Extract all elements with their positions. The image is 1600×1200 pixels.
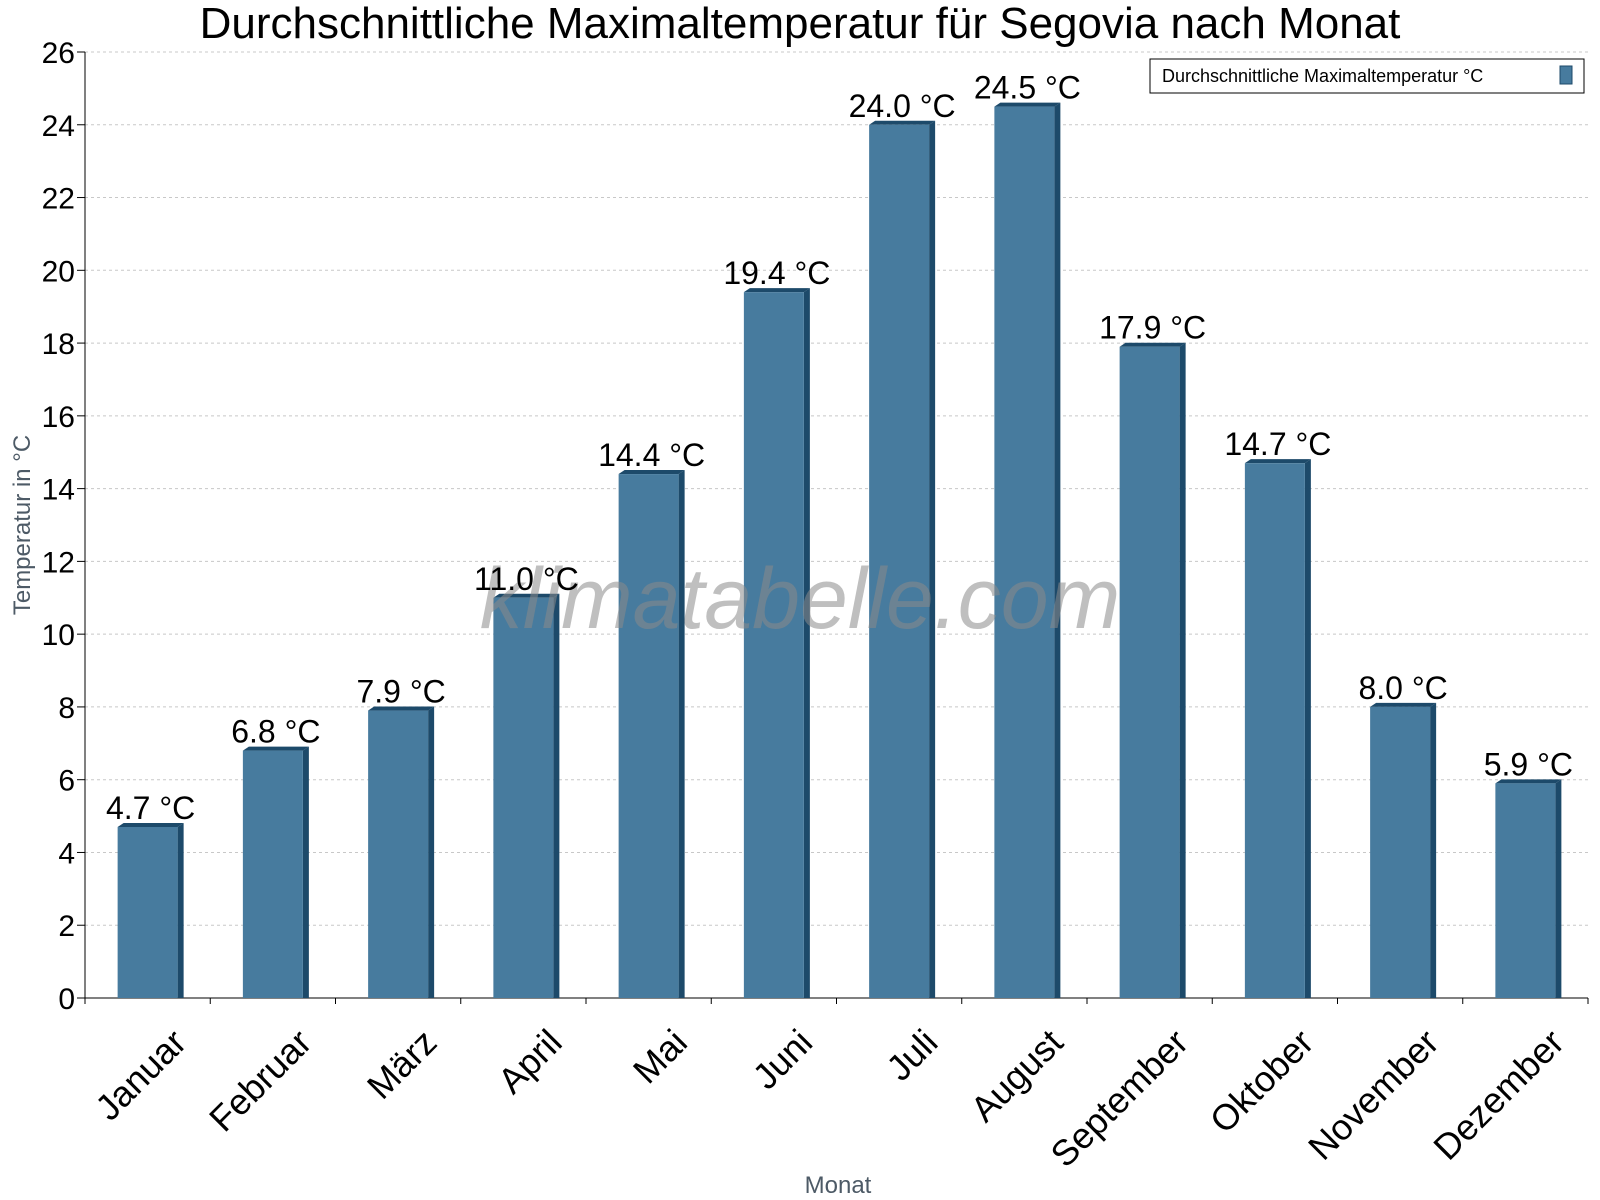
x-tick-label: Februar (201, 1021, 319, 1139)
x-axis-label: Monat (805, 1172, 872, 1199)
bar-top (1495, 779, 1562, 784)
x-tick-label: August (962, 1021, 1070, 1129)
x-tick-label: Oktober (1202, 1021, 1322, 1141)
x-tick-label: März (359, 1021, 445, 1107)
bar-top (242, 746, 309, 751)
data-label: 24.0 °C (849, 88, 956, 124)
bar-side (1304, 459, 1311, 999)
bar-top (493, 593, 560, 598)
x-tick-label: September (1042, 1021, 1196, 1175)
bar (1370, 706, 1431, 998)
bar-top (368, 706, 435, 711)
data-label: 6.8 °C (231, 714, 320, 750)
y-tick-label: 4 (58, 837, 75, 870)
bar-side (1430, 702, 1437, 998)
bar (493, 597, 554, 998)
bar (869, 124, 930, 999)
x-tick-label: Juni (745, 1021, 821, 1097)
data-label: 14.7 °C (1224, 426, 1331, 462)
x-tick-label: Januar (87, 1021, 194, 1128)
bar-top (117, 822, 184, 827)
x-tick-label: Dezember (1425, 1021, 1571, 1167)
x-tick-label: Juli (878, 1021, 945, 1088)
data-label: 8.0 °C (1358, 670, 1447, 706)
bar (743, 292, 804, 999)
bar (618, 474, 679, 998)
watermark: klimatabelle.com (480, 551, 1120, 647)
legend-swatch (1559, 65, 1573, 85)
data-label: 17.9 °C (1099, 310, 1206, 346)
x-tick-label: April (490, 1021, 570, 1101)
y-tick-label: 2 (58, 910, 75, 943)
data-label: 14.4 °C (598, 437, 705, 473)
data-label: 19.4 °C (723, 255, 830, 291)
data-label: 11.0 °C (474, 561, 579, 597)
data-label: 24.5 °C (974, 70, 1081, 106)
bar-top (743, 288, 810, 293)
bar (368, 710, 429, 998)
bar-side (803, 288, 810, 999)
data-label: 4.7 °C (106, 790, 195, 826)
data-labels: 4.7 °C 6.8 °C 7.9 °C 11.0 °C 14.4 °C 19.4 °C 2… (106, 70, 1573, 826)
bar-side (1555, 779, 1562, 998)
bar-top (994, 102, 1061, 107)
x-axis: Januar Februar März April Mai Juni Juli AugustS… (84, 997, 1589, 1175)
bar-top (1244, 459, 1311, 464)
legend-box (1149, 58, 1585, 94)
y-tick-label: 14 (42, 474, 75, 507)
y-tick-label: 26 (42, 37, 75, 70)
bar (1244, 463, 1305, 999)
grid-lines (85, 51, 1588, 926)
bar-side (1179, 342, 1186, 998)
y-tick-label: 12 (42, 546, 75, 579)
bar-side (177, 822, 184, 998)
chart-title: Durchschnittliche Maximaltemperatur für … (200, 0, 1401, 48)
y-tick-label: 22 (42, 183, 75, 216)
y-tick-label: 20 (42, 255, 75, 288)
x-tick-label: November (1300, 1021, 1446, 1167)
bar (1119, 346, 1180, 998)
y-tick-label: 10 (42, 619, 75, 652)
legend-label: Durchschnittliche Maximaltemperatur °C (1162, 66, 1483, 86)
y-tick-label: 6 (58, 765, 75, 798)
bar-side (302, 746, 309, 998)
bar-top (1370, 702, 1437, 707)
legend: Durchschnittliche Maximaltemperatur °C (1149, 58, 1585, 94)
bar-top (1119, 342, 1186, 347)
data-label: 5.9 °C (1484, 746, 1573, 782)
data-label: 7.9 °C (356, 674, 445, 710)
bar-side (929, 120, 936, 999)
bar-side (1054, 102, 1061, 999)
bars (117, 102, 1562, 999)
y-tick-label: 0 (58, 983, 75, 1016)
x-tick-label: Mai (625, 1021, 695, 1091)
y-tick-label: 24 (42, 110, 75, 143)
y-tick-label: 16 (42, 401, 75, 434)
bar (1495, 783, 1556, 998)
y-axis-label: Temperatur in °C (9, 435, 36, 615)
bar-side (553, 593, 560, 998)
bar-side (678, 470, 685, 998)
y-tick-label: 18 (42, 328, 75, 361)
bar-top (618, 470, 685, 475)
bar (117, 826, 178, 998)
bar (994, 106, 1055, 999)
y-tick-label: 8 (58, 692, 75, 725)
bar-top (869, 120, 936, 125)
bar-side (428, 706, 435, 998)
bar (242, 750, 303, 998)
